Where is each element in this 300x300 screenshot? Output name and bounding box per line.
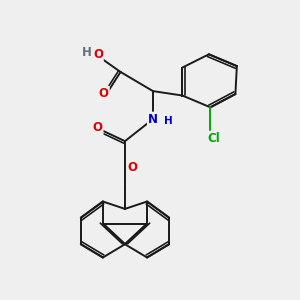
Text: O: O — [128, 161, 138, 174]
Text: H: H — [82, 46, 92, 59]
Text: O: O — [93, 122, 103, 134]
Text: O: O — [93, 48, 103, 61]
Text: O: O — [99, 87, 109, 100]
Text: Cl: Cl — [207, 132, 220, 145]
Text: N: N — [148, 112, 158, 126]
Text: H: H — [164, 116, 173, 126]
